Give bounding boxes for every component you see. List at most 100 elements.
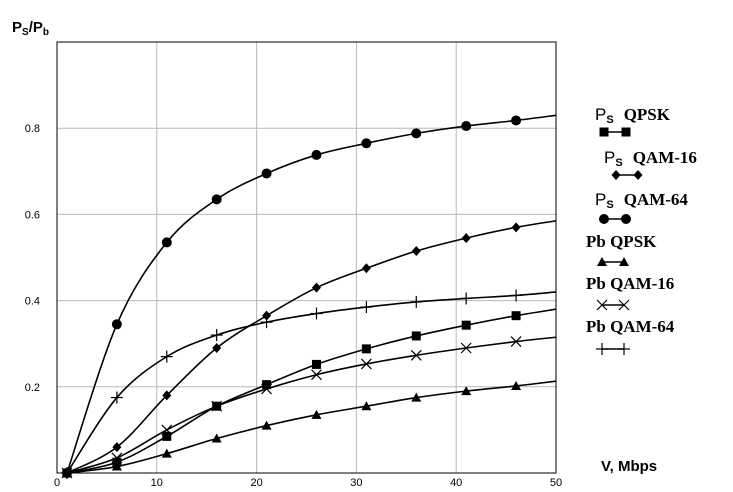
- series-layer: [60, 114, 557, 479]
- data-point: [211, 400, 223, 412]
- x-axis-label: V, Mbps: [601, 458, 657, 475]
- legend-item: PS QPSK: [595, 105, 671, 137]
- x-tick-label: 30: [350, 477, 362, 489]
- y-tick-label: 0.4: [25, 296, 40, 308]
- data-point: [360, 301, 373, 314]
- series-square: [62, 308, 557, 478]
- legend-marker: [621, 127, 631, 137]
- data-point: [411, 128, 422, 139]
- data-point: [410, 295, 423, 308]
- data-point: [211, 433, 222, 443]
- data-point: [411, 246, 421, 257]
- y-label-sub2: b: [43, 27, 49, 38]
- legend-marker: [596, 343, 608, 355]
- series-plus: [60, 289, 557, 479]
- data-point: [110, 391, 123, 404]
- data-point: [262, 380, 272, 390]
- legend-marker: [619, 257, 629, 266]
- data-point: [310, 307, 323, 320]
- series-x: [61, 336, 557, 479]
- series-circle: [61, 114, 557, 478]
- series-diamond: [62, 220, 557, 478]
- data-point: [461, 320, 471, 330]
- data-point: [511, 380, 522, 390]
- svg-text:PS/Pb: PS/Pb: [12, 19, 49, 38]
- data-point: [211, 194, 222, 205]
- data-point: [160, 350, 173, 363]
- legend-marker: [599, 214, 609, 224]
- x-tick-label: 40: [450, 477, 462, 489]
- data-point: [112, 442, 122, 453]
- series-line: [66, 308, 557, 474]
- legend-item: PS QAM-16: [604, 148, 697, 180]
- series-line: [66, 380, 557, 474]
- legend-marker: [611, 170, 621, 180]
- legend-label: PS QAM-64: [595, 190, 688, 211]
- data-point: [60, 467, 73, 479]
- data-point: [411, 331, 421, 341]
- data-point: [311, 359, 321, 369]
- data-point: [161, 424, 173, 436]
- legend-label: Pb QAM-64: [586, 317, 675, 336]
- data-point: [361, 138, 372, 149]
- grid: [57, 42, 556, 473]
- data-point: [410, 349, 422, 361]
- data-point: [360, 358, 372, 370]
- data-point: [111, 452, 123, 464]
- legend-marker: [596, 299, 608, 311]
- legend-label: PS QAM-16: [604, 148, 697, 169]
- legend-item: Pb QPSK: [586, 232, 657, 266]
- data-point: [511, 311, 521, 321]
- data-point: [262, 310, 272, 321]
- y-label-sep: /P: [29, 19, 43, 36]
- series-line: [66, 220, 557, 474]
- data-point: [461, 233, 471, 244]
- data-point: [162, 390, 172, 401]
- x-tick-label: 20: [250, 477, 262, 489]
- data-point: [411, 392, 422, 402]
- series-line: [66, 336, 557, 474]
- legend-label: Pb QAM-16: [586, 274, 674, 293]
- legend-marker: [633, 170, 643, 180]
- y-label-main: P: [12, 19, 22, 36]
- data-point: [261, 168, 272, 179]
- data-point: [510, 289, 523, 302]
- y-axis-label: PS/Pb: [12, 19, 49, 38]
- x-tick-label: 0: [54, 477, 60, 489]
- data-point: [361, 344, 371, 354]
- data-point: [162, 431, 172, 441]
- data-point: [311, 282, 321, 293]
- legend-marker: [597, 257, 607, 266]
- legend-marker: [618, 299, 630, 311]
- legend: PS QPSK PS QAM-16 PS QAM-64 Pb QPSK Pb QAM-16 Pb…: [586, 105, 697, 355]
- data-point: [361, 401, 372, 411]
- data-point: [261, 420, 272, 430]
- legend-item: Pb QAM-64: [586, 317, 675, 355]
- legend-item: PS QAM-64: [595, 190, 688, 224]
- series-line: [66, 114, 557, 474]
- y-tick-label: 0.8: [25, 123, 40, 135]
- y-label-sub1: S: [22, 27, 29, 38]
- data-point: [210, 329, 223, 342]
- data-point: [511, 222, 521, 233]
- data-point: [161, 448, 172, 458]
- data-point: [161, 237, 172, 248]
- data-point: [510, 336, 522, 347]
- data-point: [261, 383, 273, 395]
- y-tick-label: 0.6: [25, 209, 40, 221]
- legend-marker: [621, 214, 631, 224]
- data-point: [361, 263, 371, 274]
- tick-labels: 0 10 20 30 40 50 0.2 0.4 0.6 0.8: [25, 123, 562, 489]
- data-point: [460, 342, 472, 354]
- legend-label: PS QPSK: [595, 105, 671, 126]
- data-point: [311, 369, 322, 381]
- legend-marker: [618, 343, 630, 355]
- legend-marker: [599, 127, 609, 137]
- data-point: [461, 386, 472, 396]
- data-point: [311, 149, 322, 160]
- x-tick-label: 10: [151, 477, 163, 489]
- data-point: [111, 319, 122, 330]
- data-point: [260, 316, 273, 329]
- data-point: [461, 121, 472, 132]
- y-tick-label: 0.2: [25, 382, 40, 394]
